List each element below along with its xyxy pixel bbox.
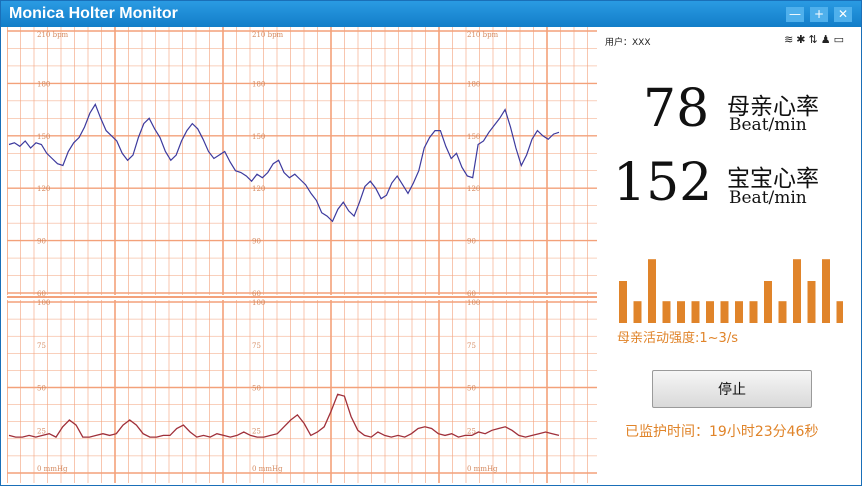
ua-tick-label: 25 [252,427,261,435]
transfer-icon: ⇅ [808,33,821,46]
activity-label: 母亲活动强度:1~3/s [617,331,738,346]
monitor-time: 已监护时间：19小时23分46秒 [625,424,819,440]
title-bar[interactable]: Monica Holter Monitor — + ✕ [1,1,861,27]
close-button[interactable]: ✕ [834,7,852,22]
activity-bar [793,259,801,323]
fhr-tick-label: 180 [37,80,50,88]
mother-heart-rate-unit: Beat/min [729,115,807,135]
baby-heart-rate-unit: Beat/min [729,188,807,208]
mother-heart-rate-value: 78 [643,79,710,139]
ua-tick-label: 100 [467,299,480,307]
fhr-tick-label: 90 [252,238,261,246]
ua-tick-label: 100 [252,299,265,307]
ua-tick-label: 50 [467,385,476,393]
activity-bar [619,281,627,323]
fhr-tick-label: 210 bpm [252,31,284,39]
fhr-tick-label: 90 [467,238,476,246]
activity-bar-chart [619,259,843,323]
activity-bar [778,301,787,323]
activity-bar [822,259,830,323]
activity-bar [691,301,700,323]
fhr-tick-label: 210 bpm [467,31,499,39]
activity-bar [836,301,843,323]
stop-button[interactable]: 停止 [652,370,812,408]
activity-bar [764,281,772,323]
bluetooth-icon: ✱ [796,33,809,46]
fhr-tick-label: 120 [467,185,480,193]
baby-heart-rate-label: 宝宝心率 [727,166,819,192]
ctg-chart: 210 bpm 210 bpm 210 bpm 180 180 180 150 150 150 1… [6,27,597,483]
ua-tick-label: 0 mmHg [252,465,283,473]
user-label: 用户：XXX [605,38,651,48]
fetal-heart-rate-line [8,103,560,223]
activity-bar [677,301,685,323]
activity-bar [735,301,743,323]
ua-tick-label: 50 [37,385,46,393]
ua-tick-label: 0 mmHg [37,465,68,473]
ua-tick-label: 100 [37,299,50,307]
fhr-tick-label: 120 [37,185,50,193]
fhr-tick-label: 150 [467,133,480,141]
ua-tick-label: 75 [467,342,476,350]
ua-tick-label: 50 [252,385,261,393]
fhr-tick-label: 180 [467,80,480,88]
activity-bar [807,281,816,323]
baby-heart-rate-value: 152 [613,153,713,213]
ua-tick-label: 75 [37,342,46,350]
activity-bar [749,301,758,323]
window-title: Monica Holter Monitor [9,5,178,22]
bell-icon: ♟ [820,33,834,46]
fhr-tick-label: 150 [37,133,50,141]
fhr-tick-label: 210 bpm [37,31,69,39]
status-icons: ≋✱⇅♟▭ [784,33,847,46]
maximize-button[interactable]: + [810,7,828,22]
ua-tick-label: 25 [467,427,476,435]
signal-icon: ≋ [784,33,797,46]
fhr-tick-label: 120 [252,185,265,193]
ctg-chart-area: 210 bpm 210 bpm 210 bpm 180 180 180 150 150 150 1… [6,27,597,483]
activity-bar [662,301,671,323]
uterine-activity-line [8,393,560,438]
activity-bar [720,301,729,323]
mother-heart-rate-label: 母亲心率 [727,94,819,120]
ua-tick-label: 75 [252,342,261,350]
ua-tick-label: 25 [37,427,46,435]
fhr-tick-label: 180 [252,80,265,88]
fhr-tick-label: 60 [37,290,46,298]
activity-bar [706,301,714,323]
activity-bar [633,301,642,323]
ua-tick-label: 0 mmHg [467,465,498,473]
fhr-tick-label: 60 [252,290,261,298]
vitals-panel: 用户：XXX ≋✱⇅♟▭ 78 母亲心率 Beat/min 152 宝宝心率 B… [597,27,861,483]
fhr-tick-label: 90 [37,238,46,246]
minimize-button[interactable]: — [786,7,804,22]
activity-bar [648,259,656,323]
fhr-tick-label: 60 [467,290,476,298]
battery-icon: ▭ [833,33,847,46]
fhr-tick-label: 150 [252,133,265,141]
